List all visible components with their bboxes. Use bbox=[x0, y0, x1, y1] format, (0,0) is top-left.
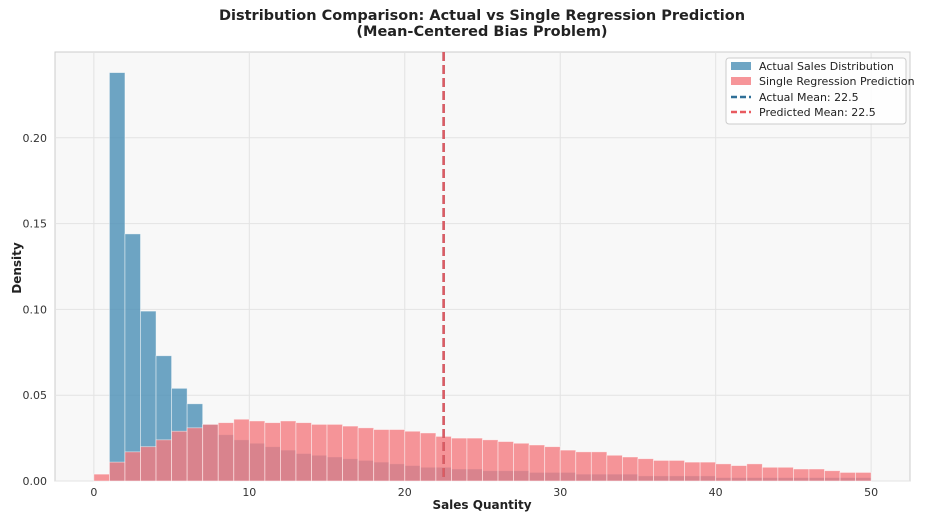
bar-series-1-bin-17 bbox=[357, 427, 375, 482]
bar-series-1-bin-45 bbox=[793, 468, 810, 482]
bar-series-1-bin-9 bbox=[233, 418, 250, 482]
bar-series-1-bin-25 bbox=[482, 439, 499, 482]
legend-swatch-actual-sales bbox=[731, 62, 751, 70]
y-tick-label-1: 0.05 bbox=[23, 389, 48, 402]
legend: Actual Sales Distribution Single Regress… bbox=[725, 57, 915, 125]
histogram-bars bbox=[93, 72, 872, 482]
bar-series-1-bin-49 bbox=[855, 472, 872, 482]
bar-series-1-bin-27 bbox=[513, 442, 530, 482]
bar-series-1-bin-5 bbox=[171, 430, 188, 482]
y-tick-label-2: 0.10 bbox=[23, 303, 48, 316]
chart-title-line-2: (Mean-Centered Bias Problem) bbox=[356, 24, 607, 40]
bar-series-0-bin-0 bbox=[109, 72, 126, 482]
bar-series-1-bin-24 bbox=[466, 437, 483, 482]
bar-series-1-bin-44 bbox=[777, 466, 794, 482]
bar-series-1-bin-28 bbox=[528, 444, 546, 482]
x-tick-label-2: 20 bbox=[398, 486, 412, 499]
y-axis-label: Density bbox=[10, 242, 24, 294]
bar-series-1-bin-7 bbox=[202, 423, 219, 482]
bar-series-1-bin-15 bbox=[326, 423, 343, 482]
bar-series-1-bin-47 bbox=[824, 470, 841, 482]
bar-series-1-bin-29 bbox=[544, 446, 561, 482]
bar-series-1-bin-21 bbox=[419, 432, 437, 482]
bar-series-1-bin-31 bbox=[575, 451, 592, 482]
legend-label-actual-sales: Actual Sales Distribution bbox=[759, 60, 894, 73]
bar-series-1-bin-14 bbox=[311, 423, 328, 482]
bar-series-1-bin-30 bbox=[559, 449, 577, 482]
bar-series-1-bin-19 bbox=[388, 429, 406, 482]
bar-series-1-bin-48 bbox=[839, 472, 856, 482]
legend-label-regression: Single Regression Prediction bbox=[759, 75, 915, 88]
bar-series-1-bin-36 bbox=[653, 460, 670, 482]
x-tick-label-3: 30 bbox=[553, 486, 567, 499]
y-tick-label-0: 0.00 bbox=[23, 475, 48, 488]
chart-title-line-1: Distribution Comparison: Actual vs Singl… bbox=[219, 8, 745, 24]
x-tick-label-5: 50 bbox=[864, 486, 878, 499]
bar-series-1-bin-11 bbox=[264, 422, 281, 482]
bar-series-1-bin-33 bbox=[606, 454, 623, 482]
bar-series-1-bin-38 bbox=[684, 461, 701, 482]
bar-series-1-bin-46 bbox=[808, 468, 825, 482]
legend-swatch-regression bbox=[731, 77, 751, 85]
bar-series-1-bin-41 bbox=[730, 465, 748, 482]
bar-series-1-bin-40 bbox=[715, 463, 732, 482]
bar-series-1-bin-2 bbox=[124, 451, 141, 482]
legend-label-predicted-mean: Predicted Mean: 22.5 bbox=[759, 106, 876, 119]
x-axis-label: Sales Quantity bbox=[432, 498, 531, 512]
bar-series-1-bin-10 bbox=[248, 420, 266, 482]
bar-series-1-bin-20 bbox=[404, 430, 421, 482]
bar-series-1-bin-12 bbox=[280, 420, 297, 482]
bar-series-1-bin-16 bbox=[342, 425, 359, 482]
x-tick-label-0: 0 bbox=[90, 486, 97, 499]
bar-series-1-bin-34 bbox=[622, 456, 639, 482]
bar-series-1-bin-8 bbox=[217, 422, 235, 482]
bar-series-1-bin-13 bbox=[295, 422, 312, 482]
legend-box bbox=[725, 57, 907, 125]
bar-series-1-bin-43 bbox=[761, 466, 779, 482]
bar-series-0-bin-1 bbox=[124, 233, 141, 482]
x-tick-label-4: 40 bbox=[709, 486, 723, 499]
bar-series-1-bin-26 bbox=[497, 441, 514, 482]
bar-series-1-bin-18 bbox=[373, 429, 390, 482]
bar-series-1-bin-3 bbox=[140, 446, 157, 482]
bar-series-1-bin-0 bbox=[93, 473, 110, 482]
y-tick-label-4: 0.20 bbox=[23, 132, 48, 145]
bar-series-1-bin-23 bbox=[451, 437, 468, 482]
x-tick-label-1: 10 bbox=[242, 486, 256, 499]
y-tick-label-3: 0.15 bbox=[23, 218, 48, 231]
bar-series-1-bin-39 bbox=[699, 461, 717, 482]
bar-series-1-bin-4 bbox=[155, 439, 172, 482]
legend-label-actual-mean: Actual Mean: 22.5 bbox=[759, 91, 859, 104]
axis-ticks: 0 10 20 30 40 50 0.00 0.05 0.10 0.15 0.20 bbox=[23, 132, 879, 499]
bar-series-1-bin-42 bbox=[746, 463, 763, 482]
bar-series-1-bin-35 bbox=[637, 458, 654, 482]
bar-series-1-bin-6 bbox=[186, 427, 204, 482]
bar-series-1-bin-37 bbox=[668, 460, 685, 482]
bar-series-1-bin-1 bbox=[109, 461, 126, 482]
bar-series-1-bin-32 bbox=[590, 451, 608, 482]
